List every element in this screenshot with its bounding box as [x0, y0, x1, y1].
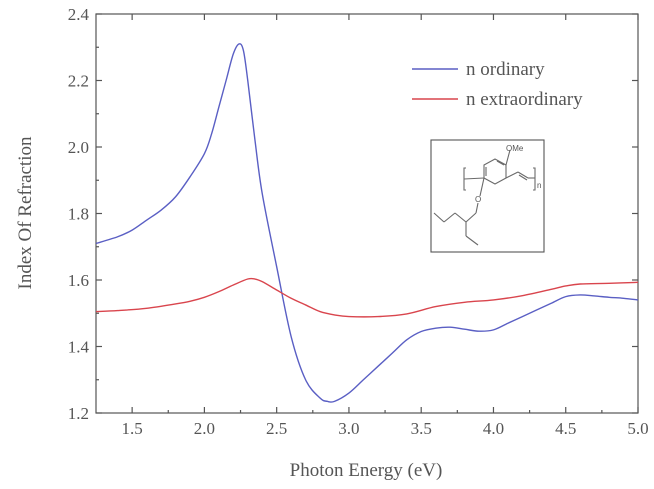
- plot-frame: [95, 13, 639, 414]
- x-tick-label: 2.5: [266, 419, 287, 438]
- inset-n-label: n: [537, 181, 541, 190]
- y-tick-label: 1.4: [68, 338, 90, 357]
- x-tick-label: 4.0: [483, 419, 504, 438]
- y-tick-label: 2.4: [68, 5, 90, 24]
- series-line-2: [95, 277, 639, 318]
- y-tick-label: 1.2: [68, 404, 89, 423]
- plot-area: [95, 13, 639, 414]
- legend: n ordinary n extraordinary: [412, 59, 583, 110]
- x-tick-label: 5.0: [627, 419, 648, 438]
- inset-frame: [430, 139, 545, 253]
- molecule-drawing: [433, 149, 536, 246]
- y-tick-label: 2.0: [68, 138, 89, 157]
- x-axis-title: Photon Energy (eV): [290, 460, 443, 481]
- y-tick-label: 1.8: [68, 205, 89, 224]
- x-tick-label: 3.5: [411, 419, 432, 438]
- x-tick-label: 4.5: [555, 419, 576, 438]
- inset-ome-label: OMe: [506, 144, 524, 153]
- x-tick-label: 1.5: [122, 419, 143, 438]
- y-axis-title: Index Of Refraction: [15, 136, 36, 289]
- x-tick-label: 3.0: [338, 419, 359, 438]
- series-layer: [95, 43, 639, 403]
- series-line-1: [95, 43, 639, 403]
- x-tick-label: 2.0: [194, 419, 215, 438]
- molecule-structure-inset: OMe O n: [430, 139, 545, 253]
- legend-label-1: n ordinary: [466, 59, 545, 80]
- axes-layer: 1.5 2.0 2.5 3.0 3.5 4.0 4.5 5.0 1.2 1.4 1.6 1.8 2.0 2…: [68, 5, 649, 438]
- y-tick-label: 1.6: [68, 271, 89, 290]
- legend-label-2: n extraordinary: [466, 89, 583, 110]
- y-tick-label: 2.2: [68, 72, 89, 91]
- inset-o-label: O: [475, 195, 481, 204]
